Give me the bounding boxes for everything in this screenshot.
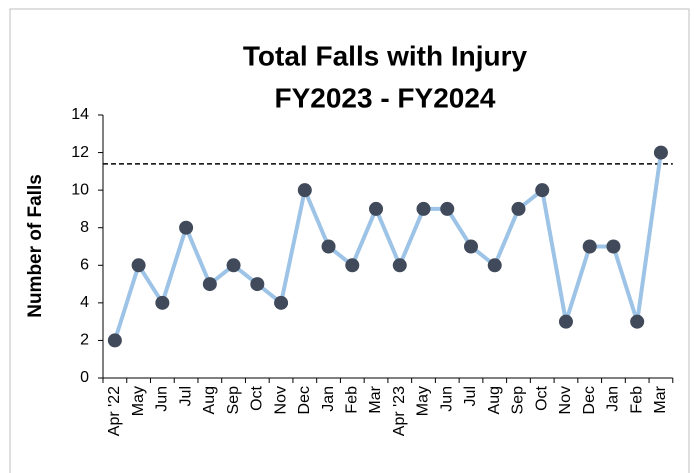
data-point — [558, 314, 573, 329]
data-point — [107, 333, 122, 348]
y-tick-label: 14 — [71, 106, 89, 123]
data-point — [226, 258, 241, 273]
data-point — [392, 258, 407, 273]
data-point — [179, 220, 194, 235]
x-tick-label: Mar — [652, 385, 669, 413]
x-tick-label: Jul — [177, 386, 194, 406]
x-tick-label: Feb — [628, 386, 645, 414]
data-point — [630, 314, 645, 329]
x-tick-label: Nov — [272, 386, 289, 414]
data-point — [535, 183, 550, 198]
data-point — [582, 239, 597, 254]
x-tick-label: May — [415, 386, 432, 416]
data-line — [112, 152, 663, 342]
x-tick-label: Aug — [201, 386, 218, 414]
x-tick-label: Sep — [510, 386, 527, 415]
x-tick-label: Apr '22 — [106, 386, 123, 436]
data-point — [131, 258, 146, 273]
x-tick-label: Sep — [225, 386, 242, 415]
chart-subtitle: FY2023 - FY2024 — [274, 82, 495, 113]
data-point — [463, 239, 478, 254]
data-point — [369, 201, 384, 216]
x-tick-label: Jan — [605, 386, 622, 412]
chart-title: Total Falls with Injury — [243, 40, 528, 71]
x-tick-label: May — [130, 386, 147, 416]
x-tick-label: Oct — [249, 385, 266, 410]
x-tick-label: Feb — [344, 386, 361, 414]
x-tick-label: Oct — [533, 385, 550, 410]
x-tick-label: Jun — [438, 386, 455, 412]
x-tick-label: Jan — [320, 386, 337, 412]
data-point — [250, 277, 265, 292]
data-point — [416, 201, 431, 216]
data-point — [321, 239, 336, 254]
data-point — [274, 295, 289, 310]
data-point — [653, 145, 668, 160]
data-point — [606, 239, 621, 254]
x-tick-label: Jun — [154, 386, 171, 412]
chart-frame — [9, 8, 690, 473]
y-axis-title: Number of Falls — [25, 174, 46, 318]
data-point — [297, 183, 312, 198]
y-tick-label: 2 — [80, 332, 89, 349]
data-point — [155, 295, 170, 310]
data-point — [487, 258, 502, 273]
x-tick-label: Apr '23 — [391, 386, 408, 436]
data-point — [202, 277, 217, 292]
x-tick-label: Nov — [557, 386, 574, 414]
data-point — [440, 201, 455, 216]
x-tick-label: Aug — [486, 386, 503, 414]
y-tick-label: 6 — [80, 257, 89, 274]
x-tick-label: Jul — [462, 386, 479, 406]
y-tick-label: 4 — [80, 294, 89, 311]
x-tick-label: Mar — [367, 385, 384, 413]
data-point — [511, 201, 526, 216]
x-tick-label: Dec — [296, 386, 313, 414]
y-tick-label: 8 — [80, 219, 89, 236]
y-tick-label: 0 — [80, 369, 89, 386]
y-tick-label: 10 — [71, 181, 89, 198]
data-point — [345, 258, 360, 273]
y-tick-label: 12 — [71, 144, 89, 161]
x-tick-label: Dec — [581, 386, 598, 414]
